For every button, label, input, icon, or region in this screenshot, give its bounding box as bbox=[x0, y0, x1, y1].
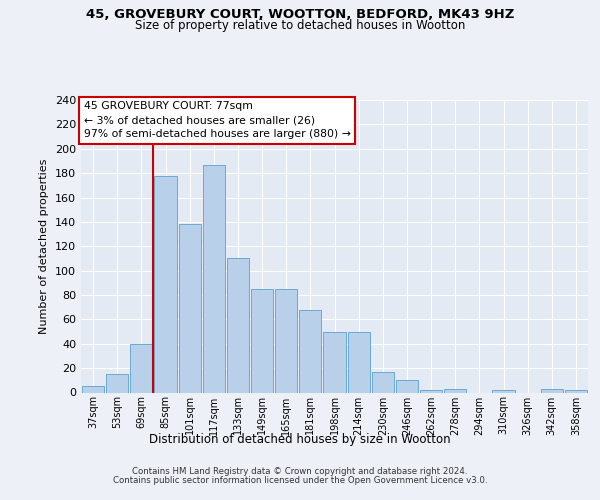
Bar bbox=[444, 389, 466, 392]
Bar bbox=[227, 258, 249, 392]
Bar bbox=[323, 332, 346, 392]
Bar bbox=[299, 310, 322, 392]
Bar bbox=[130, 344, 152, 393]
Text: Contains HM Land Registry data © Crown copyright and database right 2024.: Contains HM Land Registry data © Crown c… bbox=[132, 467, 468, 476]
Y-axis label: Number of detached properties: Number of detached properties bbox=[40, 158, 49, 334]
Text: 45, GROVEBURY COURT, WOOTTON, BEDFORD, MK43 9HZ: 45, GROVEBURY COURT, WOOTTON, BEDFORD, M… bbox=[86, 8, 514, 20]
Bar bbox=[396, 380, 418, 392]
Text: 45 GROVEBURY COURT: 77sqm
← 3% of detached houses are smaller (26)
97% of semi-d: 45 GROVEBURY COURT: 77sqm ← 3% of detach… bbox=[83, 102, 350, 140]
Bar bbox=[275, 289, 298, 393]
Text: Contains public sector information licensed under the Open Government Licence v3: Contains public sector information licen… bbox=[113, 476, 487, 485]
Text: Size of property relative to detached houses in Wootton: Size of property relative to detached ho… bbox=[135, 18, 465, 32]
Bar bbox=[251, 289, 273, 393]
Bar bbox=[347, 332, 370, 392]
Bar bbox=[541, 389, 563, 392]
Bar bbox=[82, 386, 104, 392]
Bar bbox=[493, 390, 515, 392]
Bar bbox=[106, 374, 128, 392]
Bar bbox=[154, 176, 176, 392]
Bar bbox=[179, 224, 201, 392]
Text: Distribution of detached houses by size in Wootton: Distribution of detached houses by size … bbox=[149, 432, 451, 446]
Bar bbox=[420, 390, 442, 392]
Bar bbox=[203, 164, 225, 392]
Bar bbox=[371, 372, 394, 392]
Bar bbox=[565, 390, 587, 392]
